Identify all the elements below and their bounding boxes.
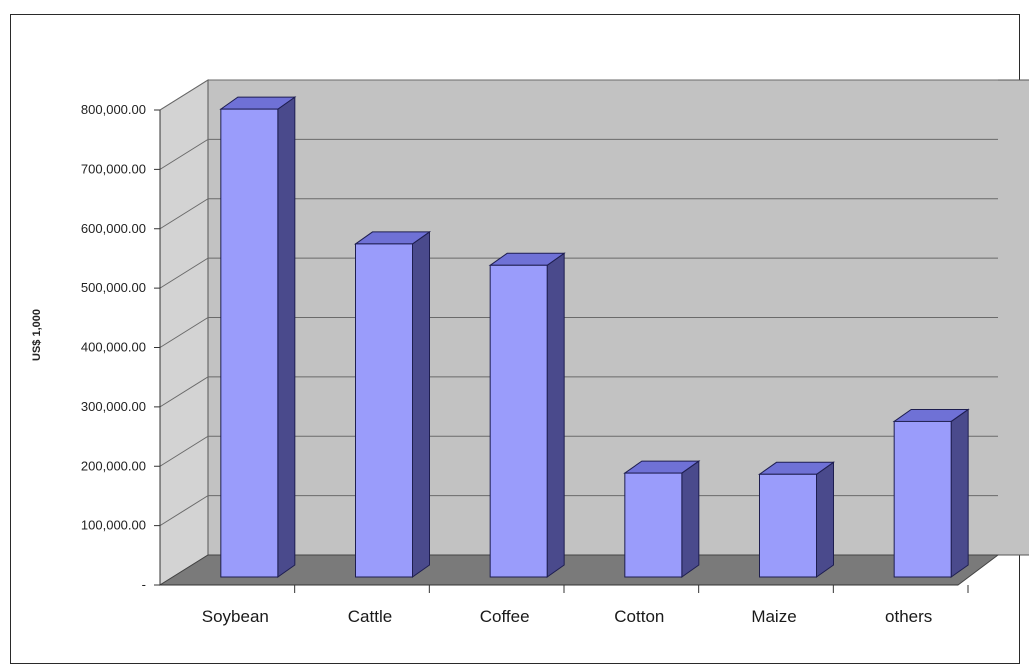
- x-tick-label: Soybean: [202, 607, 269, 626]
- gridline-side: [159, 79, 209, 111]
- y-tick-label: 800,000.00: [81, 102, 146, 117]
- y-tick-label: 600,000.00: [81, 221, 146, 236]
- bar: [757, 461, 836, 578]
- gridline-side: [159, 257, 209, 289]
- y-tick-label: 200,000.00: [81, 458, 146, 473]
- bar: [353, 230, 432, 578]
- bar: [623, 460, 701, 578]
- x-tick-label: Coffee: [480, 607, 530, 626]
- bar-side: [412, 230, 430, 578]
- x-tick-label: Cotton: [614, 607, 664, 626]
- x-tick-label: Cattle: [348, 607, 392, 626]
- bars: [219, 96, 970, 578]
- x-tick-label: others: [885, 607, 932, 626]
- bar: [488, 252, 566, 578]
- bar: [892, 408, 970, 578]
- bar-side: [546, 252, 565, 578]
- y-tick-label: 100,000.00: [81, 518, 146, 533]
- gridline-side: [159, 495, 209, 527]
- gridline-side: [159, 317, 209, 348]
- gridline-side: [159, 435, 209, 467]
- bar-front: [489, 264, 548, 578]
- x-tick-label: Maize: [751, 607, 796, 626]
- gridline-side: [159, 376, 209, 408]
- y-tick-label: 700,000.00: [81, 161, 146, 176]
- bar-side: [950, 408, 969, 578]
- axes: - 100,000.00 200,000.00 300,000.00 400,000.0…: [81, 102, 969, 626]
- bar-front: [893, 420, 952, 578]
- y-tick-label: 300,000.00: [81, 399, 146, 414]
- bar-side: [681, 460, 700, 578]
- gridlines: [159, 79, 998, 527]
- y-tick-label: 500,000.00: [81, 280, 146, 295]
- bar-side: [816, 461, 834, 578]
- bar-front: [220, 108, 279, 578]
- bar-side: [277, 96, 296, 578]
- bar: [219, 96, 297, 578]
- y-tick-label: 400,000.00: [81, 340, 146, 355]
- bar-front: [355, 243, 413, 578]
- y-tick-label: -: [142, 577, 146, 592]
- bar-front: [759, 473, 817, 578]
- bar-front: [624, 472, 683, 578]
- y-axis-label: US$ 1,000: [31, 309, 43, 361]
- gridline-side: [159, 138, 209, 170]
- gridline-side: [159, 198, 209, 230]
